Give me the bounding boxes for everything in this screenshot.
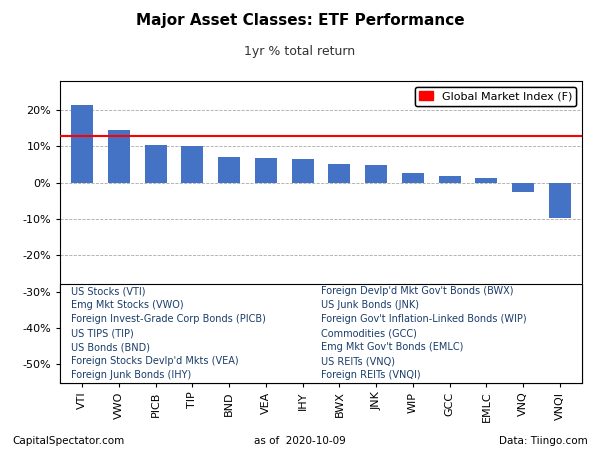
Bar — [292, 159, 314, 183]
Bar — [60, 284, 582, 382]
Text: CapitalSpectator.com: CapitalSpectator.com — [12, 436, 124, 446]
Bar — [475, 178, 497, 183]
Bar — [145, 144, 167, 183]
Bar — [512, 183, 534, 192]
Text: 1yr % total return: 1yr % total return — [244, 45, 356, 58]
Bar — [365, 165, 387, 183]
Bar — [402, 172, 424, 183]
Legend: Global Market Index (F): Global Market Index (F) — [415, 86, 577, 106]
Text: Foreign Devlp'd Mkt Gov't Bonds (BWX)
US Junk Bonds (JNK)
Foreign Gov't Inflatio: Foreign Devlp'd Mkt Gov't Bonds (BWX) US… — [321, 287, 527, 380]
Bar — [255, 158, 277, 183]
Bar — [108, 130, 130, 183]
Bar — [181, 146, 203, 183]
Text: Data: Tiingo.com: Data: Tiingo.com — [499, 436, 588, 446]
Bar — [328, 164, 350, 183]
Bar — [218, 158, 240, 183]
Text: as of  2020-10-09: as of 2020-10-09 — [254, 436, 346, 446]
Bar — [549, 183, 571, 218]
Text: US Stocks (VTI)
Emg Mkt Stocks (VWO)
Foreign Invest-Grade Corp Bonds (PICB)
US T: US Stocks (VTI) Emg Mkt Stocks (VWO) For… — [71, 287, 266, 380]
Bar — [439, 176, 461, 183]
Text: Major Asset Classes: ETF Performance: Major Asset Classes: ETF Performance — [136, 14, 464, 28]
Bar — [71, 104, 93, 183]
